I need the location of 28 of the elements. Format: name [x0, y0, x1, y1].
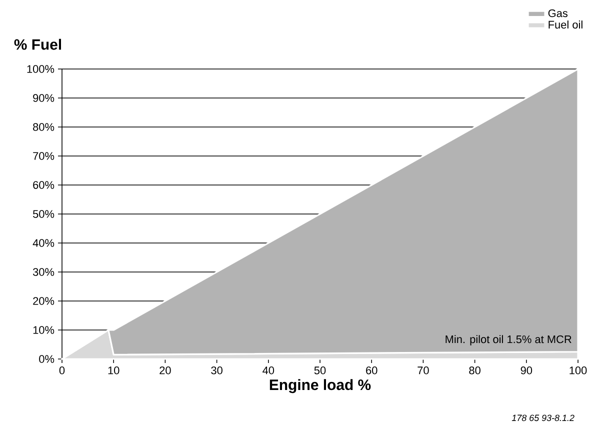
x-tick-label: 100 — [570, 366, 587, 374]
y-tick-label: 0% — [39, 355, 54, 363]
x-tick-label: 60 — [366, 366, 378, 374]
legend-label: Fuel oil — [548, 20, 582, 29]
x-tick-label: 20 — [160, 366, 171, 374]
y-tick-label: 20% — [33, 297, 54, 305]
y-tick-label: 40% — [32, 239, 54, 247]
y-tick-label: 30% — [32, 268, 54, 276]
x-tick-label: 70 — [418, 366, 429, 374]
y-axis-title: % Fuel — [14, 38, 62, 50]
y-tick-label: 10% — [33, 326, 54, 334]
y-tick-label: 50% — [33, 210, 54, 218]
y-tick-label: 80% — [33, 123, 54, 131]
x-tick-label: 80 — [469, 366, 480, 374]
y-tick-label: 70% — [33, 152, 54, 160]
x-tick-label: 10 — [108, 366, 120, 374]
x-axis-title: Engine load % — [270, 379, 371, 394]
y-tick-label: 90% — [33, 94, 54, 102]
annotation: Min. pilot oil 1.5% at MCR — [446, 335, 572, 346]
x-tick-label: 30 — [211, 366, 222, 374]
y-tick-label: 60% — [33, 181, 54, 189]
legend-label: Gas — [548, 9, 568, 18]
x-tick-label: 40 — [262, 366, 274, 374]
y-tick-label: 100% — [27, 65, 54, 73]
x-tick-label: 90 — [520, 366, 532, 374]
text: 178 65 93-8.1.2 — [512, 414, 574, 422]
x-tick-label: 50 — [314, 366, 326, 374]
x-tick-label: 0 — [59, 366, 65, 374]
